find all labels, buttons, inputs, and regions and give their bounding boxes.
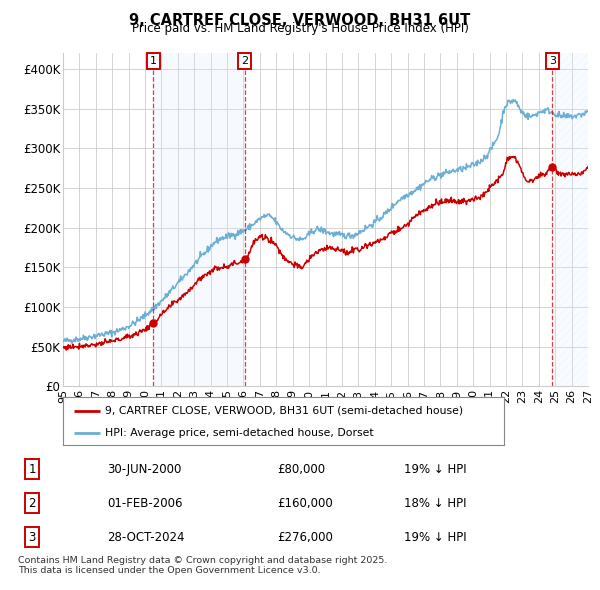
Text: £276,000: £276,000 [277, 530, 333, 544]
Text: 30-JUN-2000: 30-JUN-2000 [107, 463, 181, 476]
Text: £80,000: £80,000 [277, 463, 325, 476]
Text: £160,000: £160,000 [277, 497, 333, 510]
Text: 1: 1 [150, 56, 157, 66]
Text: 1: 1 [28, 463, 36, 476]
Text: 9, CARTREF CLOSE, VERWOOD, BH31 6UT (semi-detached house): 9, CARTREF CLOSE, VERWOOD, BH31 6UT (sem… [105, 405, 463, 415]
Text: Price paid vs. HM Land Registry's House Price Index (HPI): Price paid vs. HM Land Registry's House … [131, 22, 469, 35]
Bar [553, 53, 588, 386]
Text: 18% ↓ HPI: 18% ↓ HPI [404, 497, 466, 510]
Text: HPI: Average price, semi-detached house, Dorset: HPI: Average price, semi-detached house,… [105, 428, 374, 438]
Text: 3: 3 [28, 530, 36, 544]
Text: 28-OCT-2024: 28-OCT-2024 [107, 530, 185, 544]
Text: Contains HM Land Registry data © Crown copyright and database right 2025.
This d: Contains HM Land Registry data © Crown c… [18, 556, 388, 575]
Text: 9, CARTREF CLOSE, VERWOOD, BH31 6UT: 9, CARTREF CLOSE, VERWOOD, BH31 6UT [130, 13, 470, 28]
Text: 19% ↓ HPI: 19% ↓ HPI [404, 463, 466, 476]
Text: 3: 3 [549, 56, 556, 66]
Bar [153, 53, 245, 386]
Text: 2: 2 [241, 56, 248, 66]
Text: 19% ↓ HPI: 19% ↓ HPI [404, 530, 466, 544]
Text: 01-FEB-2006: 01-FEB-2006 [107, 497, 182, 510]
Text: 2: 2 [28, 497, 36, 510]
